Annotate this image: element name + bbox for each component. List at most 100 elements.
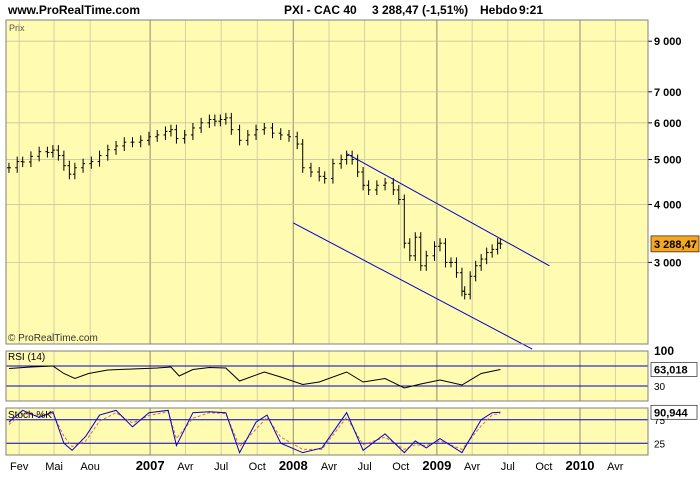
price-bar [163, 126, 168, 141]
price-bar [308, 162, 313, 178]
rsi-line [8, 365, 501, 389]
price-bar [468, 271, 473, 300]
price-bar [146, 131, 151, 146]
price-bar [81, 158, 86, 173]
price-y-tick-label: 9 000 [654, 36, 682, 48]
stoch-y-tick-label: 75 [654, 416, 666, 427]
price-bar [490, 244, 495, 258]
price-bar [484, 247, 489, 265]
price-bar [295, 131, 300, 150]
rsi-last-badge [650, 362, 698, 377]
price-y-tick-label: 5 000 [654, 155, 682, 167]
price-bar [418, 232, 423, 271]
x-tick-label: 2009 [422, 458, 451, 473]
rsi-last-label: 63,018 [654, 364, 688, 376]
stochastic-panel-frame [5, 407, 649, 456]
price-bar [254, 124, 259, 141]
stoch-panel-title: Stoch %K [8, 410, 52, 421]
last-price-label: 3 288,47 [654, 239, 697, 251]
price-bar [443, 238, 448, 268]
price-bar [339, 154, 344, 169]
price-bar [105, 144, 110, 161]
last-price-badge [650, 235, 700, 253]
stoch-last-label: 90,944 [654, 407, 689, 419]
x-tick-label: Oct [249, 461, 266, 473]
price-bar [89, 156, 94, 169]
x-tick-label: Fev [10, 461, 29, 473]
price-panel-title: Prix [9, 23, 25, 33]
chart-header: www.ProRealTime.com PXI - CAC 40 3 288,4… [0, 0, 700, 20]
x-tick-label: 2010 [566, 458, 595, 473]
price-bar [50, 145, 55, 158]
price-bar [20, 156, 25, 168]
price-y-tick-label: 7 000 [654, 87, 682, 99]
channel-trendline [293, 222, 533, 350]
chart-time: 9:21 [519, 3, 544, 17]
price-bar [374, 180, 379, 195]
x-tick-label: Jul [358, 461, 372, 473]
price-bar [229, 112, 234, 135]
x-tick-label: 2007 [136, 458, 165, 473]
price-bar [138, 135, 143, 148]
price-bar [199, 117, 204, 134]
price-bar [130, 137, 135, 148]
rsi-y-tick-label: 100 [654, 344, 674, 358]
price-bar [223, 112, 228, 125]
x-tick-label: Aou [80, 461, 100, 473]
price-bar [424, 250, 429, 271]
price-bar [454, 257, 459, 278]
price-bar [498, 238, 503, 249]
rsi-y-tick-label: 30 [654, 382, 666, 393]
price-bar [155, 129, 160, 142]
price-bar [361, 167, 366, 191]
price-bar [67, 160, 72, 180]
price-bar [448, 257, 453, 268]
stoch-last-badge [650, 404, 698, 420]
price-bar [182, 129, 187, 144]
price-bar [317, 167, 322, 182]
price-bar [245, 129, 250, 146]
x-tick-label: Oct [392, 461, 409, 473]
price-bar [207, 114, 212, 128]
x-tick-label: Jul [501, 461, 515, 473]
price-bar [6, 162, 11, 173]
price-y-tick-label: 6 000 [654, 118, 682, 130]
channel-trendline [346, 153, 550, 267]
price-bar [97, 150, 102, 167]
price-bar [56, 145, 61, 161]
instrument-name: PXI - CAC 40 [284, 3, 357, 17]
price-bar [383, 178, 388, 191]
price-bar [28, 151, 33, 168]
x-tick-label: Oct [535, 461, 552, 473]
price-bar [72, 162, 77, 180]
price-bar [344, 150, 349, 165]
price-bar [212, 114, 217, 127]
site-name: www.ProRealTime.com [8, 3, 141, 17]
x-tick-label: Avr [464, 461, 481, 473]
price-bar [322, 171, 327, 184]
price-y-tick-label: 3 000 [654, 257, 682, 269]
price-bar [15, 156, 20, 173]
x-tick-label: Avr [607, 461, 624, 473]
x-tick-label: Mai [45, 461, 63, 473]
stochastic-panel-background [6, 408, 648, 455]
price-panel-frame [5, 19, 649, 345]
stoch-k-line [8, 409, 501, 454]
watermark: © ProRealTime.com [8, 333, 98, 344]
chart-period: Hebdo [480, 3, 518, 17]
price-bar [479, 254, 484, 271]
price-bar [61, 150, 66, 171]
price-bar [218, 114, 223, 127]
price-bar [45, 146, 50, 158]
price-bar [190, 122, 195, 141]
price-bar [286, 129, 291, 142]
price-panel-background [6, 20, 648, 344]
price-bar [473, 260, 478, 282]
price-bar [330, 158, 335, 184]
price-bar [462, 286, 467, 300]
price-bar [366, 180, 371, 195]
rsi-panel-frame [5, 350, 649, 402]
price-bar [262, 122, 267, 135]
price-bar [122, 137, 127, 152]
